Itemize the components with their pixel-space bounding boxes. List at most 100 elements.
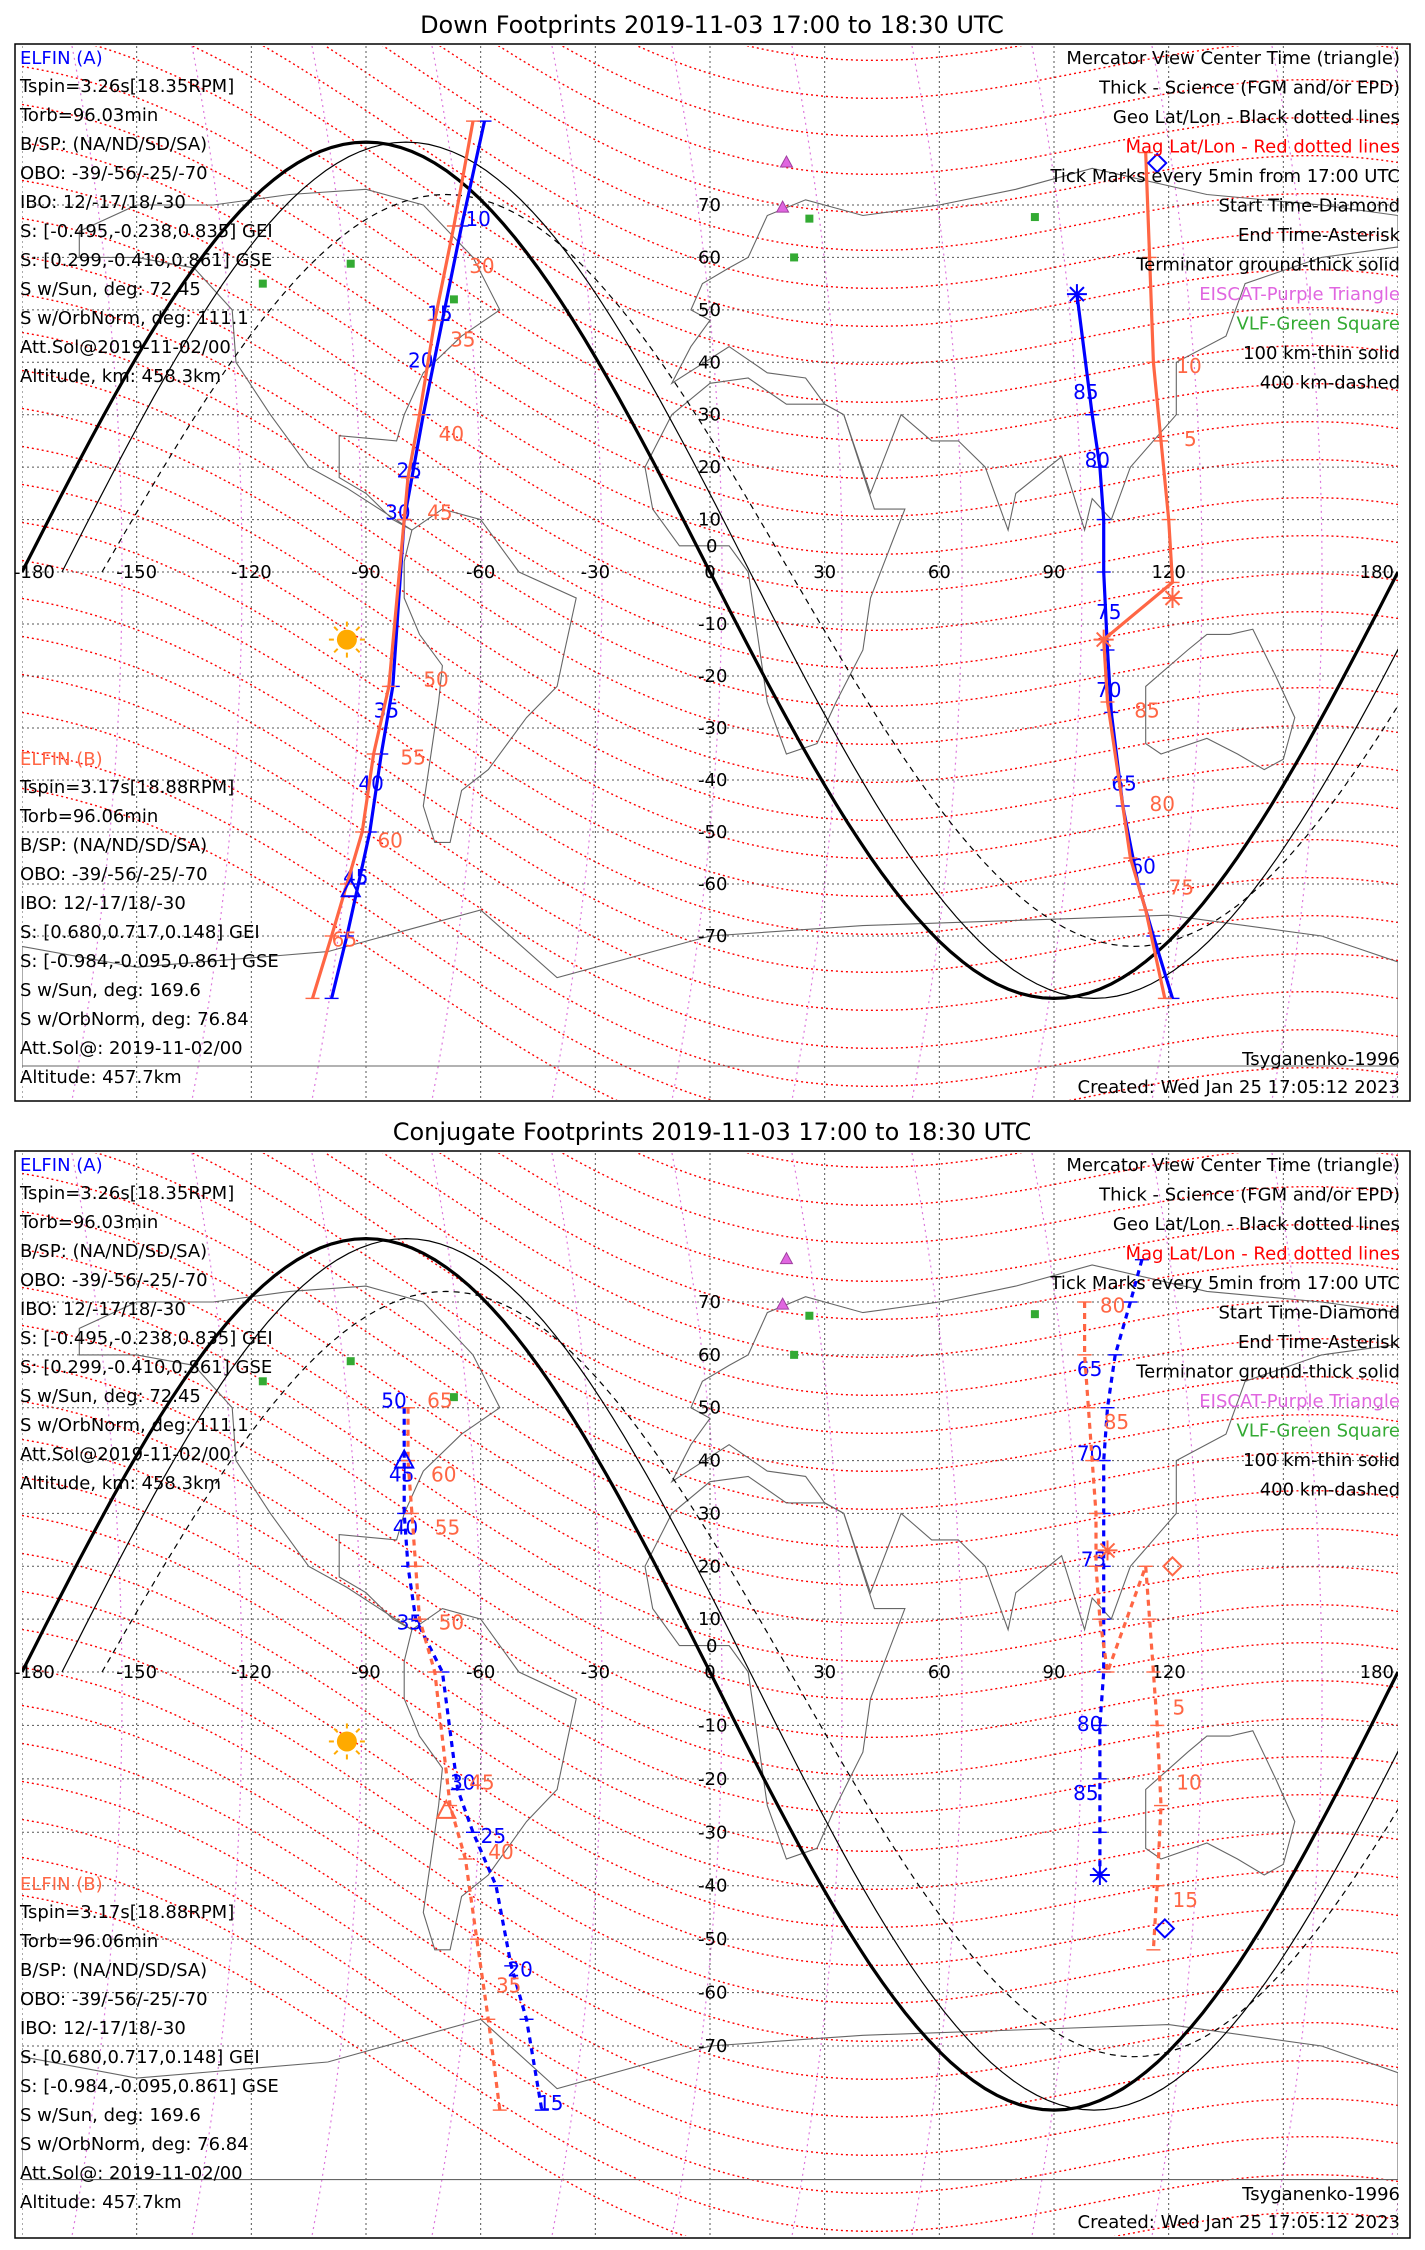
mag-lat-line [324, 1153, 1398, 1396]
elfin-a-info-line: B/SP: (NA/ND/SD/SA) [20, 134, 207, 155]
mag-lon-line [551, 1153, 603, 2236]
trace-label: 50 [423, 667, 448, 691]
trace-label: 55 [435, 1516, 460, 1540]
mag-lon-line [0, 1153, 2, 2236]
legend-line: Thick - Science (FGM and/or EPD) [1098, 78, 1400, 99]
mag-lat-line [22, 787, 618, 1100]
lat-tick-label: -20 [698, 666, 727, 687]
trace-label: 10 [1176, 354, 1201, 378]
lat-tick-label: 70 [698, 1292, 721, 1313]
elfin-b-info: ELFIN (B) Tspin=3.17s[18.88RPM] Torb=96.06… [19, 1874, 279, 2213]
trace-label: 35 [397, 1611, 422, 1635]
trace-label: 65 [1077, 1357, 1102, 1381]
vlf-square [346, 259, 355, 268]
continent-outline [403, 1608, 577, 1951]
legend-line: End Time-Asterisk [1238, 225, 1401, 246]
trace-label: 45 [469, 1771, 494, 1795]
mag-lon-grid [0, 1153, 1398, 2236]
sun-ray [355, 648, 361, 654]
legend-block: Mercator View Center Time (triangle) Thic… [1049, 1155, 1400, 1501]
trace-label: 85 [1073, 380, 1098, 404]
legend-line: Mercator View Center Time (triangle) [1066, 48, 1400, 69]
continents [22, 1264, 1398, 2181]
lon-tick-label: -90 [351, 562, 380, 583]
lat-tick-label: -30 [698, 1822, 727, 1843]
eiscat-triangle [779, 154, 794, 168]
mag-lon-line [671, 1153, 723, 2236]
lat-tick-label: 30 [698, 1503, 721, 1524]
elfin-a-info-line: B/SP: (NA/ND/SD/SA) [20, 1241, 207, 1262]
elfin-b-info-line: S: [-0.984,-0.095,0.861] GSE [20, 2076, 279, 2097]
trace-label: 75 [1096, 600, 1121, 624]
elfin-a-info-line: Altitude, km: 458.3km [20, 1473, 221, 1494]
model-label: Tsyganenko-1996 [1241, 2184, 1400, 2205]
footprint-trace-a [330, 120, 487, 999]
sun-ray [333, 1749, 339, 1755]
elfin-b-info-line: Torb=96.06min [19, 1931, 158, 1952]
lat-tick-label: 60 [698, 247, 721, 268]
end-asterisk [1097, 1540, 1118, 1561]
legend-line: EISCAT-Purple Triangle [1199, 1391, 1400, 1412]
elfin-b-info-line: Altitude: 457.7km [20, 2192, 182, 2213]
trace-layer: 5045403530252015656055504540356570758085… [328, 1259, 1202, 2115]
trace-label: 80 [1100, 1294, 1125, 1318]
mag-lon-line [71, 46, 123, 1100]
trace-label: 20 [507, 1958, 532, 1982]
legend-line: Geo Lat/Lon - Black dotted lines [1113, 1214, 1400, 1235]
elfin-b-info-line: IBO: 12/-17/18/-30 [20, 893, 186, 914]
map-contents [0, 1153, 1398, 2236]
elfin-b-info-line: B/SP: (NA/ND/SD/SA) [20, 1960, 207, 1981]
lat-tick-label: -40 [698, 1876, 727, 1897]
end-asterisk [1162, 588, 1183, 608]
elfin-b-info-line: S: [-0.984,-0.095,0.861] GSE [20, 951, 279, 972]
eiscat-triangle [779, 1251, 794, 1265]
sun-ray [333, 1728, 339, 1733]
trace-label: 10 [1176, 1771, 1201, 1795]
lat-tick-label: 0 [706, 1636, 717, 1657]
axis-labels: -180 -150 -120 -90 -60 -30 0 30 60 90 120 180706050… [14, 195, 1394, 947]
elfin-a-info-line: OBO: -39/-56/-25/-70 [20, 163, 208, 184]
lat-tick-label: -10 [698, 1715, 727, 1736]
continent-outline [644, 1475, 906, 1860]
trace-label: 35 [450, 328, 475, 352]
legend-line: Tick Marks every 5min from 17:00 UTC [1049, 1273, 1400, 1294]
lat-tick-label: -40 [698, 770, 727, 791]
lat-tick-label: 60 [698, 1345, 721, 1366]
legend-line: 100 km-thin solid [1243, 343, 1400, 364]
lat-tick-label: -60 [698, 874, 727, 895]
lat-tick-label: -50 [698, 1929, 727, 1950]
trace-label: 15 [538, 2091, 563, 2115]
elfin-b-info-line: OBO: -39/-56/-25/-70 [20, 864, 208, 885]
trace-label: 55 [400, 745, 425, 769]
created-label: Created: Wed Jan 25 17:05:12 2023 [1078, 1077, 1400, 1098]
elfin-a-info-line: Torb=96.03min [19, 1212, 158, 1233]
continent-outline [78, 188, 501, 531]
elfin-b-header: ELFIN (B) [20, 1874, 103, 1895]
terminator-100km [61, 141, 1398, 1000]
continent-outline [1145, 1730, 1296, 1876]
continent-outline [670, 1264, 1398, 1632]
elfin-a-info-line: Torb=96.03min [19, 105, 158, 126]
mag-lat-line [22, 1894, 1398, 2236]
mag-lon-line [311, 1153, 363, 2236]
elfin-b-info-line: S: [0.680,0.717,0.148] GEI [20, 922, 260, 943]
terminator-400km [101, 193, 1398, 948]
trace-label: 80 [1085, 448, 1110, 472]
elfin-a-info-line: S: [0.299,-0.410,0.861] GSE [20, 1357, 272, 1378]
trace-label: 15 [427, 301, 452, 325]
mag-lat-line [22, 483, 1398, 859]
lon-tick-label: 0 [704, 562, 715, 583]
continent-outline [22, 909, 1398, 1067]
legend-line: Terminator ground-thick solid [1135, 255, 1400, 276]
continent-outline [670, 167, 1398, 533]
footprint-trace-a [402, 1407, 544, 2111]
legend-line: VLF-Green Square [1237, 314, 1400, 335]
panel-title: Down Footprints 2019-11-03 17:00 to 18:3… [420, 11, 1004, 39]
elfin-a-header: ELFIN (A) [20, 1155, 103, 1176]
trace-label: 85 [1134, 699, 1159, 723]
trace-label: 35 [496, 1974, 521, 1998]
lat-tick-label: 40 [698, 1451, 721, 1472]
mag-lat-line [22, 673, 1398, 1049]
lat-tick-label: 70 [698, 195, 721, 216]
elfin-a-info-line: S w/OrbNorm, deg: 111.1 [20, 308, 249, 329]
